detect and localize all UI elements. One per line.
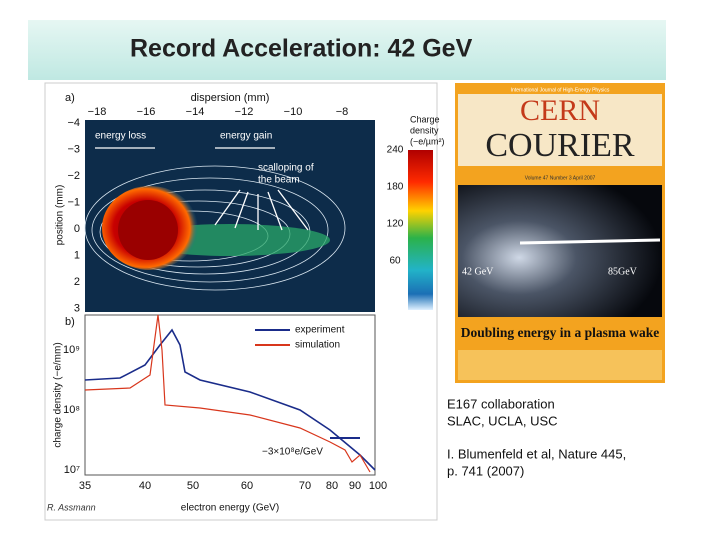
tick-label: 40 — [139, 480, 151, 492]
tick-label: 60 — [241, 480, 253, 492]
beam-label: 85GeV — [608, 266, 638, 277]
tick-label: −4 — [67, 117, 80, 129]
headline: Doubling energy in a plasma wake — [461, 325, 659, 340]
axis-label: position (mm) — [55, 185, 66, 246]
beam-label: 42 GeV — [462, 266, 494, 277]
caption: I. Blumenfeld et al, Nature 445, — [447, 446, 626, 461]
author: R. Assmann — [47, 502, 96, 512]
axis-label: electron energy (GeV) — [181, 503, 279, 514]
tick-label: 80 — [326, 480, 338, 492]
core-center — [118, 200, 178, 260]
colorbar-tick: 180 — [387, 182, 404, 193]
panel-label: a) — [65, 92, 75, 104]
tick-label: 10⁹ — [63, 344, 80, 356]
tick-label: −2 — [67, 170, 80, 182]
cover-image — [458, 185, 662, 317]
tick-label: 3 — [74, 302, 80, 314]
issue: Volume 47 Number 3 April 2007 — [525, 175, 596, 181]
beam-line — [519, 238, 661, 245]
tick-label: 10⁷ — [64, 464, 80, 476]
slide-title: Record Acceleration: 42 GeV — [130, 35, 473, 63]
panel-label: b) — [65, 316, 75, 328]
masthead: COURIER — [485, 127, 635, 164]
colorbar-title: (−e/µm²) — [410, 136, 444, 146]
colorbar-tick: 240 — [387, 145, 404, 156]
tick-label: 35 — [79, 480, 91, 492]
tick-label: 100 — [369, 480, 387, 492]
arrows — [95, 147, 309, 231]
colorbar — [408, 150, 433, 310]
colorbar-tick: 120 — [387, 219, 404, 230]
annotation: energy gain — [220, 131, 272, 142]
annotation: scalloping of — [258, 163, 314, 174]
simulation-curve — [84, 314, 371, 473]
tick-label: −8 — [336, 106, 349, 118]
masthead: CERN — [520, 94, 600, 127]
tick-label: −14 — [186, 106, 205, 118]
legend-label: experiment — [295, 325, 345, 336]
panel-b-plot — [84, 314, 376, 476]
tick-label: −1 — [67, 196, 80, 208]
tick-label: −16 — [137, 106, 156, 118]
annotation: energy loss — [95, 131, 146, 142]
tick-label: 10⁸ — [63, 404, 80, 416]
axis-label: dispersion (mm) — [191, 92, 270, 104]
tick-label: 0 — [74, 223, 80, 235]
annotation: the beam — [258, 175, 300, 186]
caption: SLAC, UCLA, USC — [447, 413, 558, 428]
caption: E167 collaboration — [447, 396, 555, 411]
cover-footer — [458, 350, 662, 380]
tick-label: 2 — [74, 276, 80, 288]
tick-label: 70 — [299, 480, 311, 492]
legend-label: simulation — [295, 340, 340, 351]
tick-label: 1 — [74, 249, 80, 261]
masthead-band — [458, 94, 662, 166]
colorbar-title: density — [410, 125, 439, 135]
annotation: −3×10⁸e/GeV — [262, 447, 323, 458]
experiment-curve — [84, 328, 376, 471]
title-band — [28, 20, 666, 80]
tick-label: −18 — [88, 106, 107, 118]
axis-label: charge density (−e/mm) — [53, 342, 64, 447]
tick-label: −12 — [235, 106, 254, 118]
tick-label: 50 — [187, 480, 199, 492]
tick-label: −10 — [284, 106, 303, 118]
tick-label: −3 — [67, 143, 80, 155]
tagline: International Journal of High-Energy Phy… — [511, 87, 610, 93]
colorbar-tick: 60 — [389, 256, 401, 267]
tick-label: 90 — [349, 480, 361, 492]
colorbar-title: Charge — [410, 114, 440, 124]
caption: p. 741 (2007) — [447, 463, 524, 478]
